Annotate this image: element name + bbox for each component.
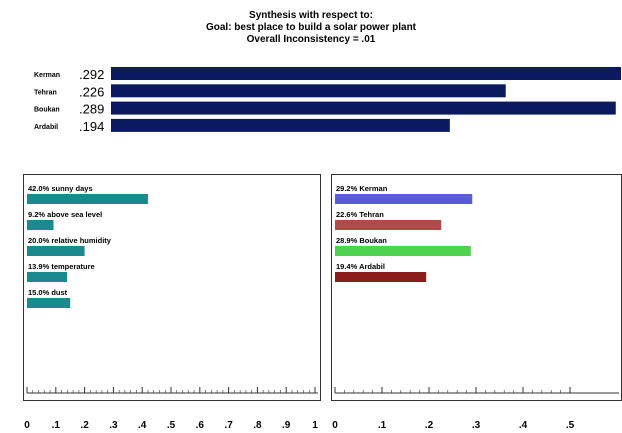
synthesis-bar — [111, 67, 621, 80]
synthesis-value-label: .194 — [79, 119, 104, 134]
criteria-bar-chart: 42.0% sunny days 9.2% above sea level 20.0… — [26, 184, 318, 394]
x-tick-label: 0 — [332, 420, 338, 431]
title-line-2: Goal: best place to build a solar power … — [205, 22, 417, 33]
bar-label: 22.6% Tehran — [336, 210, 384, 219]
synthesis-bar — [111, 101, 616, 115]
bar — [335, 272, 427, 282]
x-tick-label: .4 — [519, 420, 528, 431]
x-tick-label: .4 — [138, 420, 147, 431]
x-tick-label: .3 — [472, 420, 481, 431]
x-tick-label: 0 — [24, 420, 30, 431]
x-tick-label: 1 — [312, 420, 318, 431]
x-tick-label: .7 — [224, 420, 233, 431]
bar — [335, 194, 473, 204]
x-tick-label: .1 — [378, 420, 387, 431]
x-tick-label: .3 — [109, 420, 118, 431]
bar — [27, 246, 85, 256]
x-tick-label: .9 — [282, 420, 291, 431]
x-tick-label: .5 — [566, 420, 575, 431]
synthesis-category-label: Boukan — [34, 107, 60, 114]
synthesis-bar — [111, 118, 450, 132]
bar — [335, 220, 442, 230]
alternatives-bar-chart: 29.2% Kerman 22.6% Tehran 28.9% Boukan 19.4… — [334, 184, 619, 394]
synthesis-bar-chart: Kerman .292 Tehran .226 Boukan .289 Ardabil .19… — [34, 67, 621, 134]
bar-label: 42.0% sunny days — [28, 184, 93, 193]
bar — [27, 272, 68, 282]
x-tick-label: .2 — [80, 420, 89, 431]
bar-label: 29.2% Kerman — [336, 184, 388, 193]
synthesis-bar — [111, 84, 506, 98]
bar-label: 15.0% dust — [28, 288, 68, 297]
bar-label: 28.9% Boukan — [336, 236, 387, 245]
synthesis-value-label: .226 — [79, 84, 104, 99]
bar-label: 20.0% relative humidity — [28, 236, 112, 245]
bar — [27, 194, 148, 204]
x-tick-label: .6 — [196, 420, 205, 431]
x-tick-label: .8 — [253, 420, 262, 431]
bar — [27, 220, 54, 230]
title-line-1: Synthesis with respect to: — [249, 10, 373, 21]
synthesis-value-label: .289 — [79, 102, 104, 117]
x-tick-label: .5 — [167, 420, 176, 431]
bar — [27, 298, 71, 308]
title-line-3: Overall Inconsistency = .01 — [246, 34, 376, 45]
synthesis-category-label: Tehran — [34, 89, 57, 96]
criteria-panel: 42.0% sunny days 9.2% above sea level 20.0… — [23, 174, 321, 401]
synthesis-category-label: Kerman — [34, 72, 60, 79]
bar-label: 9.2% above sea level — [28, 210, 102, 219]
bar — [335, 246, 471, 256]
alternatives-panel: 29.2% Kerman 22.6% Tehran 28.9% Boukan 19.4… — [331, 174, 622, 401]
bar-label: 19.4% Ardabil — [336, 262, 385, 271]
chart-title: Synthesis with respect to: Goal: best pl… — [0, 10, 622, 46]
synthesis-value-label: .292 — [79, 67, 104, 82]
synthesis-category-label: Ardabil — [34, 124, 58, 131]
x-tick-label: .2 — [425, 420, 434, 431]
x-tick-label: .1 — [52, 420, 61, 431]
bar-label: 13.9% temperature — [28, 262, 95, 271]
